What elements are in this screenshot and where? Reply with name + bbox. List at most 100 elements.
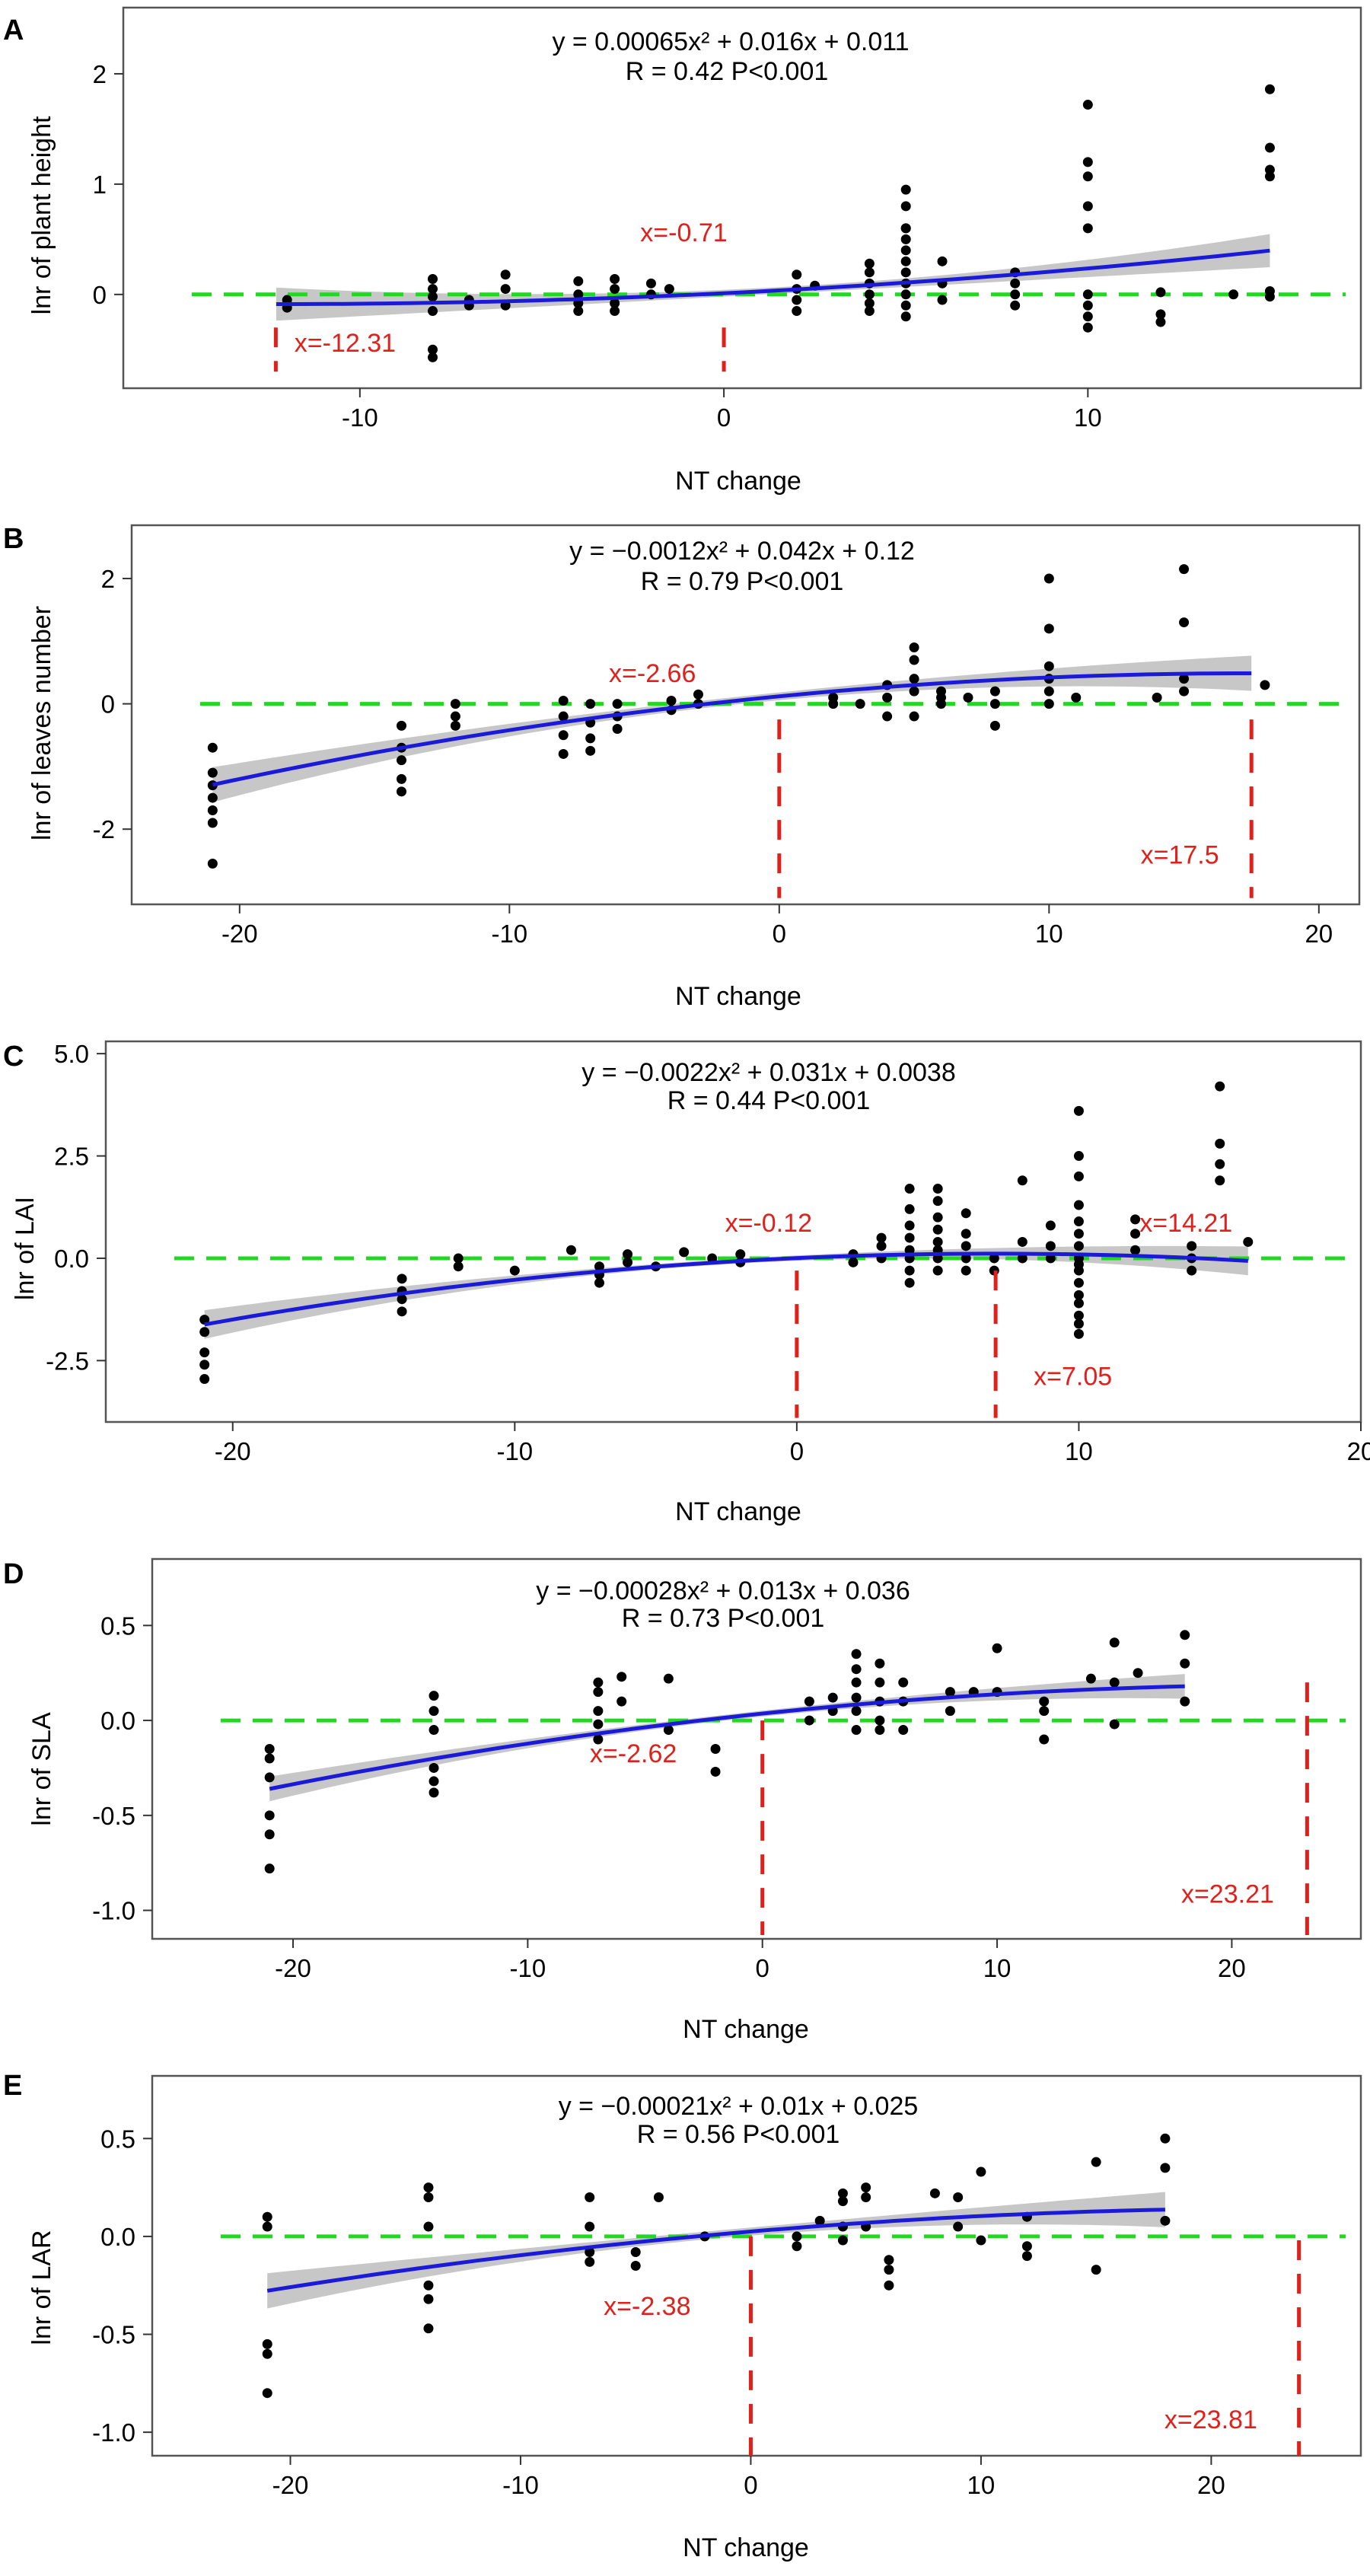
panel-c-data-point [1073,1229,1084,1239]
panel-a-data-point [900,300,911,311]
panel-d-x-axis-title: NT change [683,2015,809,2044]
panel-a-data-point [645,278,656,289]
panel-c-data-point [1073,1259,1084,1270]
panel-c-data-point [453,1261,464,1272]
panel-c-data-point [1073,1105,1084,1116]
panel-d-data-point [264,1863,275,1874]
panel-b-data-point [612,724,623,735]
panel-e-data-point [837,2196,848,2207]
panel-b-data-point [558,695,569,706]
panel-c-y-tick-label: 5.0 [54,1040,89,1068]
panel-e-y-tick-label: 0.0 [100,2223,135,2251]
panel-d-data-point [264,1744,275,1754]
panel-c-x-axis-title: NT change [675,1497,801,1526]
panel-e-x-tick-label: 20 [1197,2471,1225,2499]
panel-a-data-point [1264,292,1275,302]
panel-d-x-tick-label: 20 [1218,1954,1246,1982]
panel-a-fit-line [276,248,1270,306]
panel-d-data-point [1109,1719,1120,1730]
panel-e-y-tick-label: 0.5 [100,2125,135,2153]
panel-a-data-point [1082,289,1093,300]
panel-d-data-point [851,1649,862,1659]
panel-e-data-point [792,2241,802,2252]
panel-d-data-point [593,1734,604,1745]
panel-e-annotation: x=-2.38 [604,2292,690,2321]
panel-b-data-point [1179,686,1190,697]
panel-a-stats: R = 0.42 P<0.001 [626,57,829,86]
panel-b-data-point [882,711,893,722]
panel-b-data-point [693,689,703,700]
panel-d-x-tick-label: 10 [983,1954,1012,1982]
panel-e-data-point [262,2348,272,2359]
panel-d-plot-frame [151,1557,1362,1940]
panel-a-x-tick-label: 0 [717,403,731,432]
panel-b-data-point [207,792,218,803]
panel-a-data-point [900,267,911,278]
panel-b-y-tick-label: 2 [101,565,115,593]
panel-c-data-point [1045,1220,1056,1231]
panel-c-data-point [932,1236,943,1247]
panel-c-data-point [1130,1229,1141,1239]
panel-a-data-point [1010,278,1021,289]
panel-a-letter: A [3,14,24,46]
panel-b-data-point [585,699,596,709]
panel-a-data-point [792,269,802,280]
panel-d-data-point [875,1715,885,1726]
panel-d-data-point [1039,1706,1050,1717]
panel-d-data-point [898,1677,909,1688]
panel-a-data-point [864,289,875,300]
panel-e-data-point [630,2246,641,2257]
panel-d-data-point [264,1829,275,1840]
panel-a-data-point [900,223,911,234]
panel-c-data-point [397,1294,407,1305]
panel-c-data-point [1073,1171,1084,1181]
panel-e-data-point [953,2192,964,2202]
panel-d-data-point [851,1692,862,1703]
panel-d-y-tick-label: -0.5 [92,1802,135,1830]
panel-b-data-point [397,755,407,766]
panel-d-data-point [429,1691,439,1701]
panel-c-data-point [1215,1175,1225,1186]
panel-a-data-point [1264,142,1275,153]
panel-e-data-point [585,2192,595,2202]
panel-c-data-point [594,1277,604,1288]
panel-c-data-point [1017,1175,1028,1186]
panel-c-y-axis-title: lnr of LAI [11,1197,40,1300]
panel-d-annotation: x=23.21 [1181,1880,1274,1909]
panel-d-fit-line [269,1684,1185,1791]
panel-d-data-point [827,1692,838,1703]
panel-c-data-point [1017,1236,1028,1247]
panel-e-data-point [814,2215,825,2226]
panel-b-plot-frame [130,524,1361,906]
panel-a-data-point [1082,223,1093,234]
panel-b-data-point [909,686,919,697]
panel-e-y-axis-title: lnr of LAR [27,2230,56,2345]
panel-b-x-tick-label: -10 [491,920,527,948]
panel-b-stats: R = 0.79 P<0.001 [641,567,844,596]
panel-b-data-point [989,720,1000,731]
panel-b-fit-line [212,671,1252,787]
panel-e-equation: y = −0.00021x² + 0.01x + 0.025 [559,2092,919,2121]
panel-c-data-point [961,1229,971,1239]
panel-b-data-point [909,711,919,722]
panel-c-data-point [199,1360,210,1370]
panel-e-fit-line [266,2208,1165,2293]
panel-c-data-point [199,1327,210,1337]
panel-c-annotation: x=-0.12 [725,1209,812,1238]
panel-c-fit-line [204,1251,1248,1327]
panel-b-data-point [909,674,919,684]
panel-a-data-point [1010,300,1021,311]
panel-c-data-point [989,1253,999,1264]
panel-c-x-tick-label: -10 [496,1437,533,1465]
panel-c-data-point [932,1212,943,1223]
panel-a-data-point [1082,311,1093,322]
panel-e-data-point [976,2235,986,2246]
panel-b-data-point [207,767,218,778]
panel-e-data-point [884,2280,894,2291]
panel-b-data-point [989,699,1000,709]
panel-a-data-point [1155,309,1166,320]
panel-a-data-point [428,352,438,362]
panel-b: B y = −0.0012x² + 0.042x + 0.12 R = 0.79… [3,523,1361,1011]
panel-c-data-point [932,1196,943,1207]
panel-d-data-point [875,1725,885,1736]
